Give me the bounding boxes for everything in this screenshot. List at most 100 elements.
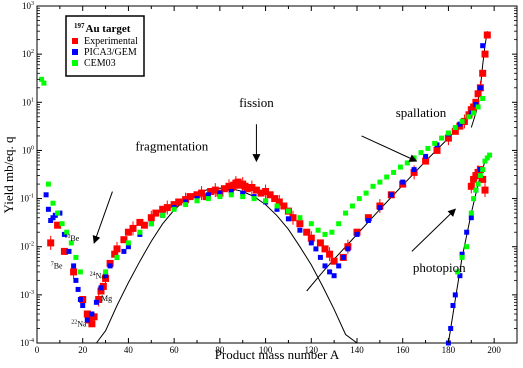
point-pica3-gem xyxy=(423,153,429,159)
point-experimental xyxy=(257,189,265,197)
y-tick-base: 10 xyxy=(20,338,30,348)
x-tick-label: 180 xyxy=(442,345,456,355)
point-pica3-gem xyxy=(98,285,104,291)
point-cem03 xyxy=(482,158,488,164)
point-pica3-gem xyxy=(313,246,319,252)
point-pica3-gem xyxy=(80,303,86,308)
point-experimental xyxy=(474,90,482,98)
point-cem03 xyxy=(477,173,483,179)
point-pica3-gem xyxy=(71,263,77,269)
point-experimental xyxy=(330,257,338,265)
point-cem03 xyxy=(114,254,120,260)
y-tick-exp: -4 xyxy=(29,338,34,344)
point-cem03 xyxy=(480,96,486,101)
point-experimental xyxy=(193,191,201,199)
x-axis-title: Product mass number A xyxy=(215,347,340,362)
point-pica3-gem xyxy=(457,121,463,127)
isotope-element: Be xyxy=(54,262,63,271)
point-experimental xyxy=(47,239,55,247)
point-cem03 xyxy=(228,192,234,198)
point-experimental xyxy=(102,274,110,282)
point-pica3-gem xyxy=(121,248,127,254)
point-cem03 xyxy=(240,194,246,200)
point-experimental xyxy=(136,218,144,226)
y-tick-exp: -2 xyxy=(29,242,34,248)
point-cem03 xyxy=(308,221,314,227)
x-tick-label: 100 xyxy=(259,345,273,355)
point-pica3-gem xyxy=(240,190,246,196)
point-cem03 xyxy=(45,181,51,187)
point-pica3-gem xyxy=(228,189,234,194)
plot-frame xyxy=(36,5,518,344)
x-tick-label: 80 xyxy=(215,345,225,355)
point-cem03 xyxy=(363,190,369,196)
point-cem03 xyxy=(41,80,47,86)
legend-title-sup: 197 xyxy=(74,22,85,30)
point-experimental xyxy=(481,186,489,194)
point-pica3-gem xyxy=(66,248,72,254)
point-pica3-gem xyxy=(107,263,113,269)
y-tick-base: 10 xyxy=(20,242,30,252)
point-experimental xyxy=(252,186,260,194)
point-experimental xyxy=(211,186,219,194)
y-tick-label: 10-1 xyxy=(20,194,34,204)
point-pica3-gem xyxy=(45,206,51,212)
point-cem03 xyxy=(377,179,383,185)
point-pica3-gem xyxy=(327,269,333,275)
legend-label: Experimental xyxy=(84,36,138,47)
annotation-fragmentation: fragmentation xyxy=(135,138,208,153)
point-pica3-gem xyxy=(452,292,458,298)
y-tick-exp: 3 xyxy=(31,1,34,7)
point-cem03 xyxy=(439,135,445,141)
point-pica3-gem xyxy=(73,277,79,283)
point-experimental xyxy=(275,198,283,206)
point-experimental xyxy=(410,168,418,176)
point-experimental xyxy=(60,247,68,255)
point-experimental xyxy=(243,185,251,193)
annotation-arrow xyxy=(92,191,113,244)
point-pica3-gem xyxy=(448,326,454,331)
point-cem03 xyxy=(475,181,481,187)
point-cem03 xyxy=(68,240,74,246)
point-pica3-gem xyxy=(93,299,99,305)
y-tick-base: 10 xyxy=(22,49,32,59)
point-experimental xyxy=(140,221,148,229)
point-experimental xyxy=(113,245,121,253)
y-tick-label: 100 xyxy=(22,145,34,155)
point-experimental xyxy=(271,195,279,203)
point-cem03 xyxy=(397,164,403,170)
point-cem03 xyxy=(194,198,200,204)
x-tick-label: 0 xyxy=(35,345,40,355)
point-experimental xyxy=(175,198,183,206)
point-pica3-gem xyxy=(77,297,83,302)
point-pica3-gem xyxy=(297,227,303,233)
point-pica3-gem xyxy=(322,263,328,269)
annotation-arrow xyxy=(411,208,457,252)
x-tick-label: 20 xyxy=(78,345,88,355)
point-experimental xyxy=(159,205,167,213)
point-cem03 xyxy=(471,196,477,202)
point-pica3-gem xyxy=(84,317,90,323)
point-cem03 xyxy=(487,152,493,158)
point-experimental xyxy=(152,209,160,217)
legend-title: 197Au target xyxy=(74,22,131,35)
legend-box xyxy=(65,15,145,77)
point-cem03 xyxy=(160,212,166,218)
point-pica3-gem xyxy=(377,205,383,211)
point-cem03 xyxy=(315,227,321,233)
point-cem03 xyxy=(445,130,451,136)
point-experimental xyxy=(220,185,228,193)
isotope-label: 7Be xyxy=(51,262,63,271)
point-experimental xyxy=(321,245,329,253)
point-pica3-gem xyxy=(205,192,211,198)
point-pica3-gem xyxy=(331,273,337,279)
point-cem03 xyxy=(356,196,362,202)
point-experimental xyxy=(483,31,491,39)
y-tick-base: 10 xyxy=(22,1,32,11)
point-experimental xyxy=(467,182,475,190)
point-experimental xyxy=(147,214,155,222)
point-cem03 xyxy=(464,244,470,250)
point-pica3-gem xyxy=(336,263,342,269)
point-cem03 xyxy=(480,167,486,173)
